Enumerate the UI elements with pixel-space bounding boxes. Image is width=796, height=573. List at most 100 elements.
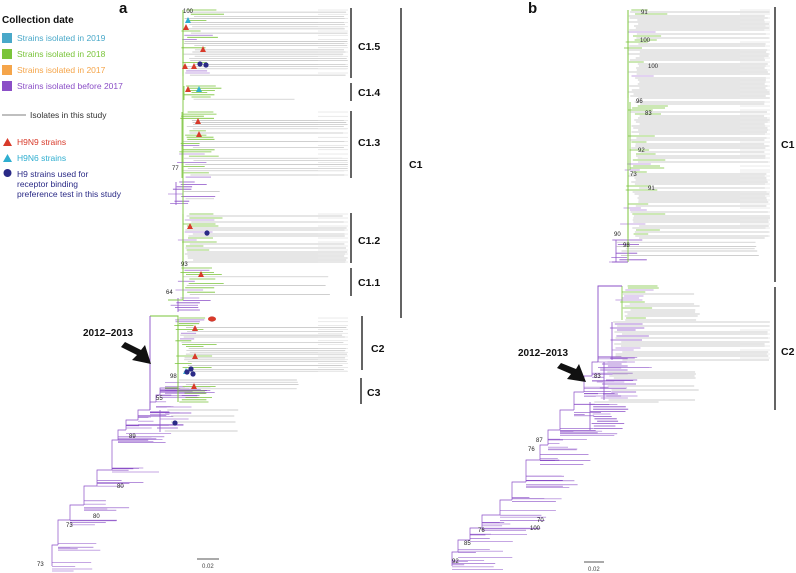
bootstrap-label: 85 xyxy=(464,541,471,547)
legend-h9n9: H9N9 strains xyxy=(17,137,66,147)
bootstrap-label: 92 xyxy=(638,148,645,154)
tree-tips-colored xyxy=(179,111,219,174)
h9n9-triangle-icon xyxy=(182,63,188,69)
tree-tips-colored xyxy=(600,363,638,397)
tree-tips-dashed xyxy=(740,321,770,359)
bootstrap-label: 73 xyxy=(66,523,73,529)
bootstrap-label: 83 xyxy=(594,374,601,380)
legend-item-2017: Strains isolated in 2017 xyxy=(17,65,106,75)
h9n9-cluster-icon xyxy=(208,316,216,322)
tree-tips-dashed xyxy=(318,317,348,372)
h9n9-triangle-icon xyxy=(196,131,202,137)
h9n9-triangle-icon xyxy=(192,325,198,331)
h9n6-triangle-icon xyxy=(3,154,12,162)
tree-tips-before-2017 xyxy=(624,163,651,171)
tree-backbone xyxy=(51,387,165,566)
tree-tips-this-study xyxy=(184,215,348,263)
legend-swatch-2018 xyxy=(2,49,12,59)
clade-label-b-c1: C1 xyxy=(781,139,795,151)
tree-tips-this-study xyxy=(183,276,330,295)
bootstrap-label: 92 xyxy=(452,559,459,565)
tree-tips-this-study xyxy=(607,371,699,401)
bootstrap-label: 77 xyxy=(172,166,179,172)
tree-tips-colored xyxy=(184,85,222,98)
tree-tips-before-2017 xyxy=(52,382,215,572)
legend-swatch-before-2017 xyxy=(2,81,12,91)
bootstrap-label: 98 xyxy=(170,374,177,380)
legend-receptor: H9 strains used for receptor binding pre… xyxy=(17,169,122,199)
tree-tips-colored xyxy=(627,105,668,169)
h9n9-triangle-icon xyxy=(3,138,12,146)
tree-backbone xyxy=(451,361,598,566)
clade-label-c3: C3 xyxy=(367,387,381,399)
clade-label-c1-4: C1.4 xyxy=(358,87,380,99)
tree-tips-this-study xyxy=(613,321,770,361)
receptor-dot-icon xyxy=(188,366,194,372)
tree-tips-this-study xyxy=(630,101,770,163)
tree-tips-before-2017 xyxy=(589,404,611,415)
legend-swatch-2019 xyxy=(2,33,12,43)
h9n9-triangle-icon xyxy=(195,118,201,124)
bootstrap-label: 76 xyxy=(478,528,485,534)
bootstrap-label: 91 xyxy=(641,10,648,16)
tree-tips-before-2017 xyxy=(175,269,210,291)
tree-tips-before-2017 xyxy=(170,297,200,306)
h9n6-triangle-icon xyxy=(185,17,191,23)
tree-tips-colored xyxy=(175,300,211,311)
tree-tips-before-2017 xyxy=(596,361,628,399)
receptor-dot-icon xyxy=(197,61,203,67)
bootstrap-label: 70 xyxy=(537,518,544,524)
tree-tips-colored xyxy=(609,323,649,359)
h9n9-triangle-icon xyxy=(191,63,197,69)
tree-stem xyxy=(597,285,622,362)
bootstrap-label: 83 xyxy=(645,111,652,117)
h9n9-triangle-icon xyxy=(191,383,197,389)
bootstrap-label: 93 xyxy=(181,262,188,268)
bootstrap-label: 80 xyxy=(93,514,100,520)
tree-tips-dashed xyxy=(740,171,770,237)
tree-tips-before-2017 xyxy=(182,34,213,74)
receptor-dot-icon xyxy=(204,230,210,236)
arrow-icon-a xyxy=(121,342,151,364)
tree-stem xyxy=(150,315,179,402)
bootstrap-label: 80 xyxy=(117,484,124,490)
arrow-icon-b xyxy=(557,363,586,382)
tree-panel-b xyxy=(451,9,770,570)
bootstrap-label: 91 xyxy=(648,186,655,192)
era-label-b: 2012–2013 xyxy=(518,348,568,359)
tree-tips-before-2017 xyxy=(615,289,654,301)
bootstrap-label: 55 xyxy=(156,396,163,402)
h9n9-triangle-icon xyxy=(185,86,191,92)
tree-tips-this-study xyxy=(182,120,348,176)
tree-tips-before-2017 xyxy=(175,319,205,340)
tree-tips-this-study xyxy=(628,173,770,239)
panel-a-label: a xyxy=(119,0,128,17)
legend-swatch-2017 xyxy=(2,65,12,75)
tree-tips-dashed xyxy=(318,111,348,176)
tree-tips-this-study xyxy=(180,327,348,372)
tree-tips-colored xyxy=(178,386,216,403)
tree-tips-this-study xyxy=(183,191,220,200)
tree-tips-before-2017 xyxy=(620,207,647,225)
clade-label-c1-2: C1.2 xyxy=(358,235,380,247)
clade-label-b-c2: C2 xyxy=(781,346,795,358)
tree-tips-before-2017 xyxy=(168,193,189,204)
receptor-dot-icon xyxy=(203,62,209,68)
era-label-a: 2012–2013 xyxy=(83,328,133,339)
clade-label-c1-3: C1.3 xyxy=(358,137,380,149)
panel-a-clade-brackets xyxy=(350,8,402,404)
tree-tips-dashed xyxy=(740,9,770,99)
tree-tips-dashed xyxy=(318,9,348,74)
bootstrap-label: 87 xyxy=(536,438,543,444)
tree-tips-this-study xyxy=(616,241,759,256)
legend: Collection date Strains isolated in 2019… xyxy=(2,15,123,199)
receptor-circle-icon xyxy=(3,169,12,177)
panel-b-label: b xyxy=(528,0,537,17)
tree-panel-a xyxy=(51,9,348,572)
h9n9-triangle-icon xyxy=(198,271,204,277)
clade-label-c2: C2 xyxy=(371,343,385,355)
legend-title: Collection date xyxy=(2,15,74,26)
bootstrap-label: 100 xyxy=(530,526,541,532)
receptor-dot-icon xyxy=(184,369,190,375)
tree-tips-colored xyxy=(180,267,224,293)
